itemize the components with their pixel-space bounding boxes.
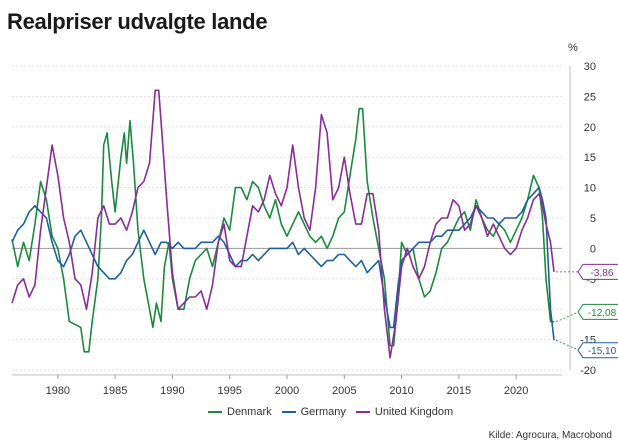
- legend-swatch-germany: [281, 411, 296, 413]
- y-tick-label: 15: [584, 152, 596, 164]
- legend: Denmark Germany United Kingdom: [208, 406, 453, 418]
- source-note: Kilde: Agrocura, Macrobond: [488, 430, 612, 441]
- x-tick-label: 2005: [332, 385, 356, 397]
- series-line-germany: [11, 186, 555, 341]
- y-tick-label: 25: [584, 91, 596, 103]
- end-labels: -12,08 -15,10 -3,86: [555, 263, 618, 359]
- end-label-text: -3,86: [591, 268, 614, 279]
- legend-item-germany: Germany: [281, 406, 346, 418]
- series-line-united-kingdom: [11, 89, 555, 359]
- y-tick-label: 30: [584, 61, 596, 73]
- legend-item-denmark: Denmark: [208, 406, 272, 418]
- chart-title: Realpriser udvalgte lande: [7, 9, 268, 34]
- end-label-leader: [555, 339, 580, 351]
- x-tick-label: 2000: [275, 385, 299, 397]
- end-label-box: [577, 303, 618, 320]
- end-label-text: -12,08: [588, 308, 617, 319]
- legend-label-uk: United Kingdom: [374, 406, 454, 418]
- end-label-text: -15,10: [588, 346, 617, 357]
- y-tick-label: 0: [590, 243, 596, 255]
- end-label-box: [577, 342, 618, 359]
- legend-swatch-uk: [355, 411, 370, 413]
- x-tick-label: 2020: [504, 385, 528, 397]
- axes: 302520151050-5-10-15-2019801985199019952…: [12, 61, 596, 397]
- series-lines: [11, 89, 555, 359]
- y-tick-label: 5: [590, 213, 596, 225]
- x-tick-label: 1980: [46, 385, 70, 397]
- x-tick-label: 1985: [103, 385, 127, 397]
- y-tick-label: 10: [584, 183, 596, 195]
- x-tick-label: 1995: [217, 385, 241, 397]
- series-line-denmark: [11, 107, 555, 353]
- x-tick-label: 2010: [389, 385, 413, 397]
- y-tick-label: 20: [584, 122, 596, 134]
- grid: [12, 65, 562, 371]
- legend-item-uk: United Kingdom: [355, 406, 454, 418]
- end-label-box: [577, 263, 618, 280]
- legend-swatch-denmark: [208, 411, 222, 413]
- end-label-leader: [555, 311, 580, 323]
- x-tick-label: 1990: [160, 385, 184, 397]
- legend-label-germany: Germany: [300, 406, 346, 418]
- legend-label-denmark: Denmark: [227, 406, 272, 418]
- y-tick-label: -20: [580, 365, 596, 377]
- y-axis-unit: %: [568, 42, 578, 54]
- x-tick-label: 2015: [447, 385, 471, 397]
